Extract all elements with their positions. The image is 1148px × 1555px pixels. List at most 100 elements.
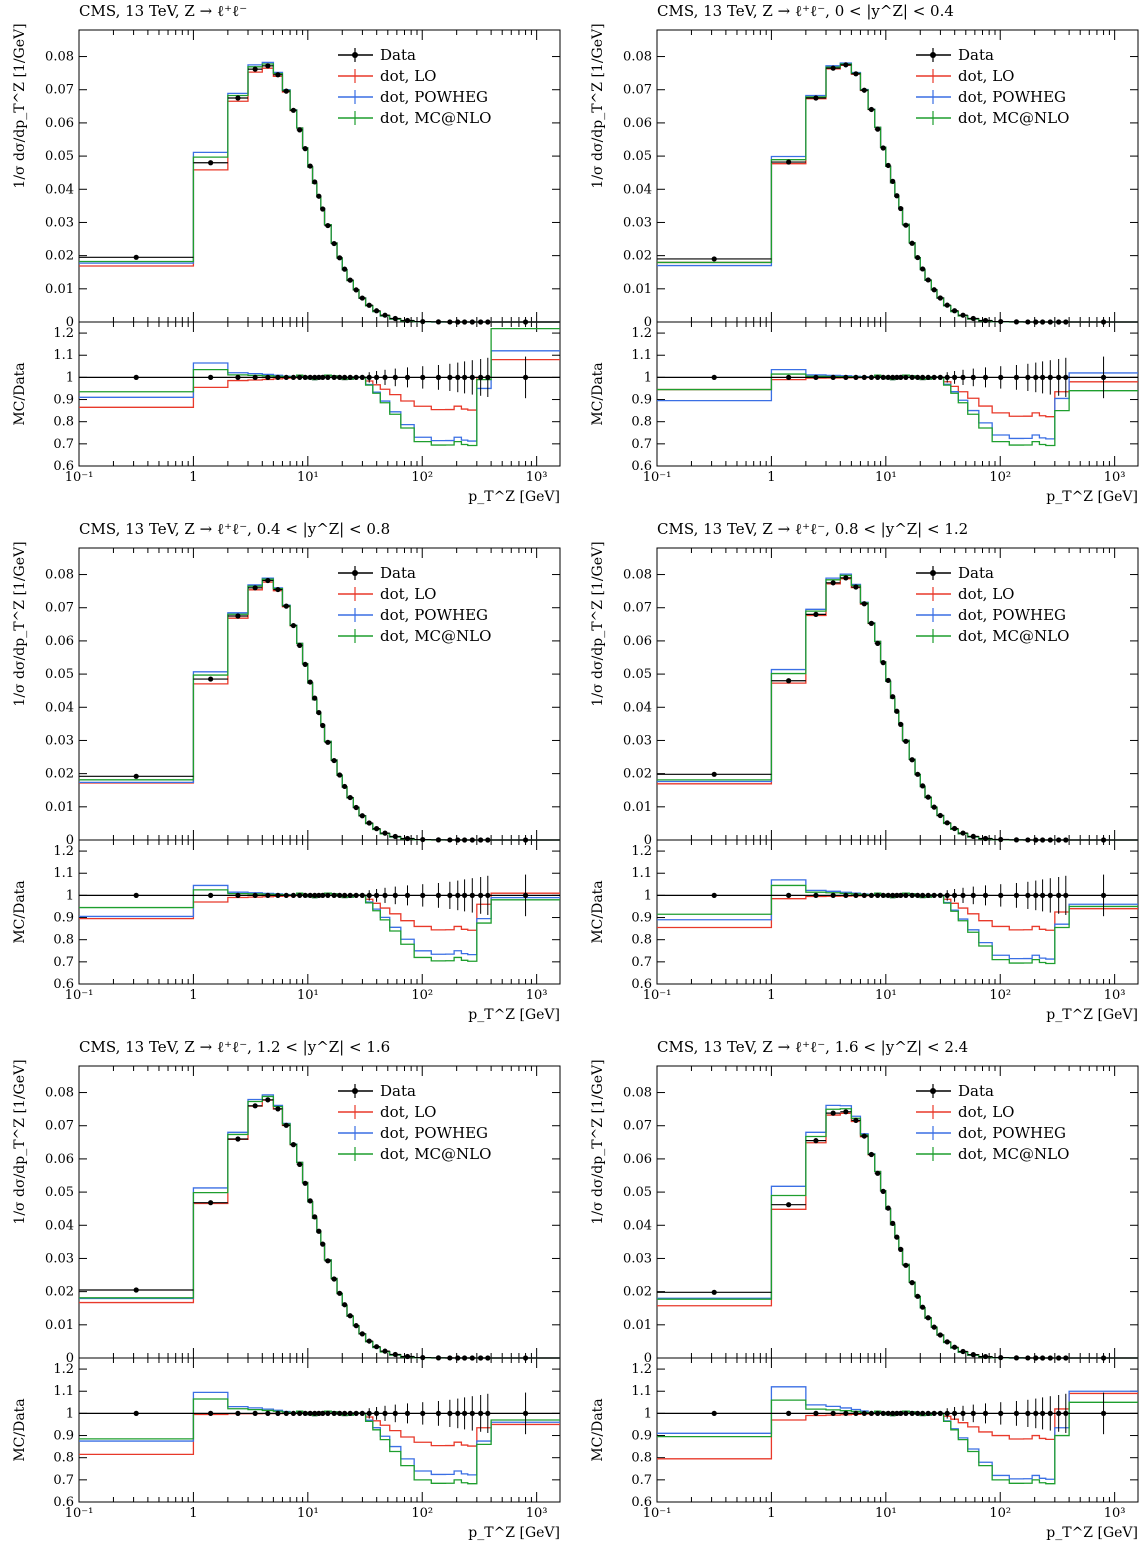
x-tick-label: 10³ — [1104, 988, 1126, 1003]
chart-title: CMS, 13 TeV, Z → ℓ⁺ℓ⁻, 1.6 < |y^Z| < 2.4 — [657, 1038, 969, 1056]
data-point — [302, 146, 308, 152]
y-tick-label: 0.04 — [45, 1218, 74, 1233]
data-point — [265, 1097, 271, 1103]
data-point — [920, 783, 926, 789]
x-axis-label: p_T^Z [GeV] — [1046, 1007, 1138, 1023]
data-point — [133, 254, 139, 260]
ratio-y-tick-label: 0.9 — [53, 911, 74, 926]
data-point — [915, 254, 921, 261]
ratio-y-tick-label: 1 — [644, 370, 652, 385]
y-tick-label: 0.01 — [45, 1318, 74, 1333]
data-point — [944, 820, 950, 826]
legend-label: dot, POWHEG — [380, 1124, 488, 1142]
data-point — [366, 302, 372, 308]
data-point — [455, 1355, 461, 1361]
ratio-y-tick-label: 1.2 — [53, 326, 74, 341]
data-point — [461, 837, 468, 843]
data-point — [469, 1355, 475, 1361]
data-point — [1025, 1355, 1031, 1361]
legend-label: Data — [958, 46, 994, 64]
x-tick-label: 10² — [989, 1506, 1011, 1521]
data-point — [208, 1200, 214, 1206]
ratio-y-tick-label: 1 — [644, 1406, 652, 1421]
data-point — [469, 319, 475, 325]
chart-panel: CMS, 13 TeV, Z → ℓ⁺ℓ⁻ 0 0.01 0.02 0.03 0.04 0.… — [0, 0, 574, 518]
y-tick-label: 0.07 — [45, 1119, 74, 1134]
data-point — [359, 813, 365, 819]
x-tick-label: 10² — [411, 988, 433, 1003]
data-point — [347, 1313, 353, 1319]
data-point — [1039, 837, 1046, 843]
data-point — [382, 1348, 388, 1354]
data-point — [316, 193, 322, 199]
main-frame — [78, 29, 561, 323]
legend-marker — [930, 570, 936, 576]
data-point — [1013, 1355, 1020, 1361]
x-tick-label: 1 — [767, 470, 775, 485]
ratio-y-tick-label: 1.1 — [631, 866, 652, 881]
data-point — [1100, 837, 1107, 843]
ratio-axis-label: MC/Data — [12, 1398, 28, 1461]
x-tick-label: 10¹ — [875, 1506, 897, 1521]
main-frame — [656, 547, 1139, 841]
data-point — [903, 1262, 909, 1268]
data-point — [890, 1220, 896, 1226]
data-point — [133, 1287, 139, 1293]
chart-title: CMS, 13 TeV, Z → ℓ⁺ℓ⁻, 0.8 < |y^Z| < 1.2 — [657, 520, 969, 538]
y-tick-label: 0.07 — [45, 601, 74, 616]
legend-label: Data — [380, 1082, 416, 1100]
data-point — [461, 1355, 468, 1361]
legend-marker — [930, 52, 936, 58]
x-axis-label: p_T^Z [GeV] — [468, 1007, 560, 1023]
ratio-y-tick-label: 0.6 — [53, 459, 74, 474]
ratio-y-tick-label: 0.9 — [631, 1429, 652, 1444]
ratio-y-tick-label: 0.8 — [53, 933, 74, 948]
data-point — [297, 642, 303, 648]
data-point — [843, 62, 849, 68]
data-point — [447, 319, 453, 325]
x-tick-label: 10¹ — [297, 1506, 319, 1521]
data-point — [347, 277, 353, 283]
y-tick-label: 0.05 — [45, 149, 74, 164]
ratio-y-tick-label: 0.7 — [631, 1473, 652, 1488]
y-tick-label: 0.02 — [623, 767, 652, 782]
x-tick-label: 10¹ — [875, 988, 897, 1003]
data-point — [275, 1106, 281, 1112]
ratio-y-tick-label: 1 — [66, 370, 74, 385]
data-point — [898, 205, 904, 212]
x-tick-label: 10⁻¹ — [643, 1506, 672, 1521]
data-point — [302, 1180, 308, 1186]
chart-panel: CMS, 13 TeV, Z → ℓ⁺ℓ⁻, 1.2 < |y^Z| < 1.6… — [0, 1036, 574, 1554]
data-point — [982, 835, 989, 842]
ratio-y-tick-label: 1.1 — [631, 1384, 652, 1399]
data-point — [937, 295, 943, 301]
data-point — [337, 255, 343, 261]
data-point — [208, 160, 214, 166]
chart-svg: 0 0.01 0.02 0.03 0.04 0.05 0.06 0.07 0.08 0.6 0.7 0… — [12, 541, 561, 1023]
ratio-y-tick-label: 0.9 — [631, 911, 652, 926]
data-point — [478, 319, 484, 325]
ratio-frame — [656, 839, 1139, 985]
ratio-y-tick-label: 0.6 — [53, 977, 74, 992]
y-tick-label: 0.01 — [45, 800, 74, 815]
data-point — [853, 1117, 859, 1123]
data-point — [931, 287, 937, 293]
data-point — [133, 773, 139, 779]
data-point — [890, 694, 896, 700]
data-point — [1063, 319, 1069, 325]
data-point — [469, 837, 475, 843]
data-point — [920, 266, 926, 272]
y-tick-label: 0.06 — [623, 116, 652, 131]
y-tick-label: 0.01 — [623, 800, 652, 815]
data-point — [885, 677, 891, 684]
data-point — [307, 679, 313, 685]
data-point — [894, 1234, 900, 1240]
ratio-y-tick-label: 0.9 — [631, 393, 652, 408]
y-tick-label: 0.03 — [623, 733, 652, 748]
data-point — [478, 837, 484, 843]
data-point — [903, 738, 909, 744]
ratio-mcnlo-line — [657, 1399, 1138, 1485]
y-axis-label: 1/σ dσ/dp_T^Z [1/GeV] — [12, 23, 28, 188]
data-point — [435, 319, 442, 325]
data-point — [382, 312, 388, 318]
